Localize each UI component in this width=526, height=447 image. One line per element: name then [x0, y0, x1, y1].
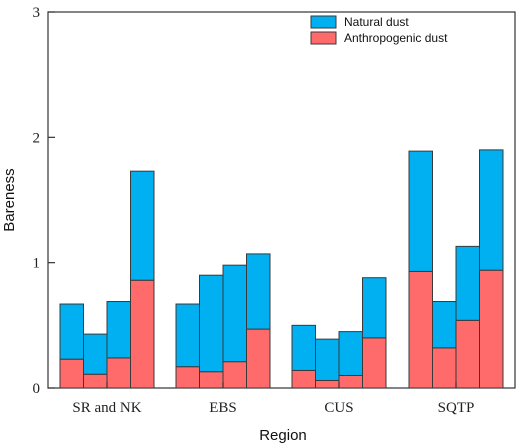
y-tick-label: 0 [33, 381, 41, 397]
bar-natural [222, 264, 247, 363]
bar-anthropogenic [408, 270, 433, 389]
bar-natural [315, 338, 340, 381]
x-tick-label: SR and NK [72, 400, 141, 416]
bar-anthropogenic [83, 373, 108, 389]
bar-anthropogenic [479, 269, 504, 389]
bar-anthropogenic [106, 357, 131, 389]
y-tick-label: 1 [33, 256, 41, 272]
bar-natural [59, 303, 84, 360]
legend-label-natural: Natural dust [344, 15, 409, 29]
bar-natural [455, 245, 480, 321]
bar-natural [106, 301, 131, 359]
bar-anthropogenic [175, 366, 200, 389]
bars-layer [59, 149, 504, 389]
bar-natural [246, 253, 271, 330]
bar-natural [130, 170, 155, 281]
bar-anthropogenic [362, 337, 387, 389]
bar-anthropogenic [432, 347, 457, 389]
bar-natural [199, 274, 224, 373]
bar-anthropogenic [315, 379, 340, 389]
y-tick-label: 3 [33, 5, 41, 21]
bar-anthropogenic [455, 319, 480, 389]
bar-natural [362, 277, 387, 339]
legend-label-anthropogenic: Anthropogenic dust [344, 31, 448, 45]
legend-swatch-natural [310, 15, 337, 29]
y-axis-title: Bareness [1, 168, 18, 231]
x-tick-label: EBS [209, 400, 237, 416]
x-axis-title: Region [259, 427, 307, 444]
bar-anthropogenic [222, 361, 247, 389]
bar-natural [175, 303, 200, 368]
bar-anthropogenic [291, 369, 316, 389]
bar-natural [479, 149, 504, 271]
bar-anthropogenic [338, 374, 363, 389]
bar-natural [338, 331, 363, 376]
legend-swatch-anthropogenic [310, 31, 337, 45]
bar-anthropogenic [130, 279, 155, 389]
bar-natural [291, 324, 316, 371]
bar-anthropogenic [59, 358, 84, 389]
bar-anthropogenic [246, 328, 271, 389]
y-tick-label: 2 [33, 130, 41, 146]
x-tick-label: SQTP [438, 400, 475, 416]
bar-natural [408, 150, 433, 272]
legend: Natural dust Anthropogenic dust [310, 15, 448, 45]
bar-anthropogenic [199, 371, 224, 389]
x-tick-label: CUS [324, 400, 353, 416]
y-axis: 0 1 2 3 [33, 5, 55, 397]
bar-natural [432, 301, 457, 349]
plot-frame [47, 11, 516, 389]
bar-natural [83, 333, 108, 375]
x-axis: SR and NK EBS CUS SQTP [72, 382, 474, 416]
